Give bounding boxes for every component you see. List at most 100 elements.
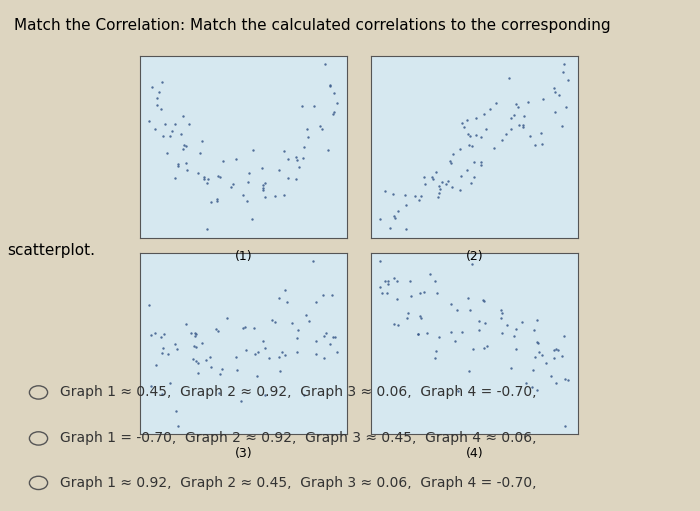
Point: [283, 174, 294, 182]
Point: [274, 294, 285, 303]
Point: [461, 116, 472, 124]
Point: [374, 257, 386, 265]
Point: [469, 158, 480, 166]
Point: [465, 306, 476, 314]
Point: [151, 101, 162, 109]
Point: [165, 131, 176, 140]
Point: [449, 337, 460, 345]
Point: [519, 112, 530, 120]
Point: [144, 117, 155, 125]
Point: [299, 144, 310, 152]
Point: [144, 301, 155, 309]
Point: [454, 145, 466, 153]
Point: [204, 353, 216, 361]
Point: [230, 353, 241, 361]
Point: [377, 289, 388, 297]
Point: [175, 130, 186, 138]
Point: [414, 196, 425, 204]
Point: [215, 369, 226, 378]
Point: [511, 100, 522, 108]
Point: [199, 173, 210, 181]
Point: [496, 307, 507, 315]
Point: [517, 123, 528, 131]
Point: [290, 153, 302, 161]
Point: [278, 191, 289, 199]
Point: [321, 329, 332, 337]
Point: [458, 123, 470, 131]
Point: [282, 155, 293, 163]
Point: [162, 149, 173, 157]
Point: [212, 327, 223, 335]
Point: [554, 91, 565, 99]
Point: [416, 314, 427, 322]
Point: [187, 355, 198, 363]
Point: [162, 350, 174, 358]
Point: [197, 137, 208, 145]
Point: [270, 192, 281, 200]
Point: [214, 173, 225, 181]
Point: [260, 179, 271, 188]
Point: [412, 330, 423, 338]
Point: [173, 162, 184, 170]
Point: [189, 332, 200, 340]
Point: [545, 372, 557, 380]
Point: [533, 339, 544, 347]
Point: [274, 166, 285, 174]
Point: [437, 177, 448, 185]
Point: [563, 376, 574, 384]
Point: [301, 125, 312, 133]
Point: [522, 98, 533, 106]
Point: [474, 317, 485, 326]
Point: [475, 132, 486, 141]
Point: [291, 334, 302, 342]
Point: [247, 146, 258, 154]
Text: (4): (4): [466, 447, 483, 460]
Point: [452, 307, 463, 315]
Point: [383, 280, 394, 288]
Point: [201, 225, 212, 234]
Point: [237, 192, 248, 200]
Point: [170, 340, 181, 349]
Point: [276, 348, 288, 356]
Point: [426, 173, 438, 181]
Point: [466, 142, 477, 150]
Point: [496, 135, 507, 144]
Point: [211, 197, 222, 205]
Point: [536, 129, 547, 137]
Point: [531, 338, 542, 346]
Point: [164, 379, 175, 387]
Point: [540, 359, 552, 367]
Point: [402, 309, 414, 317]
Point: [463, 293, 474, 301]
Point: [560, 375, 571, 383]
Point: [389, 320, 400, 328]
Point: [475, 157, 486, 166]
Point: [420, 180, 431, 188]
Point: [325, 81, 336, 89]
Point: [169, 120, 181, 128]
Point: [252, 349, 263, 357]
Point: [389, 214, 400, 222]
Point: [389, 274, 400, 282]
Point: [446, 158, 457, 167]
Point: [428, 175, 439, 183]
Point: [296, 102, 307, 110]
Point: [410, 192, 421, 200]
Point: [508, 332, 519, 340]
Point: [237, 323, 248, 332]
Point: [231, 366, 242, 374]
Point: [551, 379, 562, 387]
Point: [389, 213, 400, 221]
Point: [470, 131, 482, 139]
Point: [419, 173, 430, 181]
Point: [424, 270, 435, 278]
Point: [558, 60, 569, 68]
Point: [516, 318, 527, 327]
Point: [489, 145, 500, 153]
Point: [514, 121, 525, 129]
Point: [490, 99, 501, 107]
Point: [456, 328, 468, 336]
Point: [456, 172, 467, 180]
Point: [536, 351, 547, 359]
Point: [510, 345, 522, 354]
